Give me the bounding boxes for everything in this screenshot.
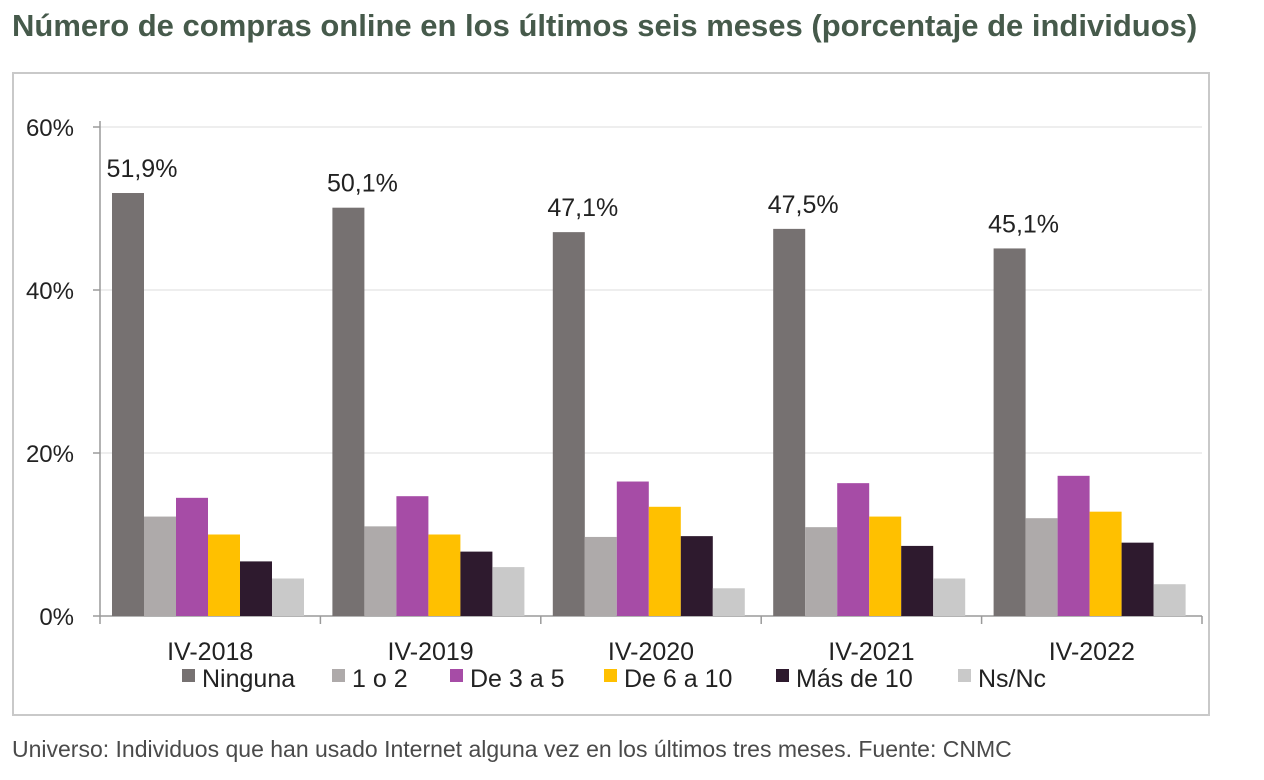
legend-label: Ns/Nc bbox=[978, 665, 1046, 693]
y-tick-label: 40% bbox=[26, 278, 74, 305]
bar bbox=[1121, 542, 1154, 616]
x-tick-label: IV-2019 bbox=[388, 638, 474, 666]
page-title: Número de compras online en los últimos … bbox=[12, 8, 1198, 43]
legend-label: Ninguna bbox=[202, 665, 295, 693]
y-tick-label: 60% bbox=[26, 115, 74, 142]
legend-swatch bbox=[958, 669, 971, 682]
legend-label: Más de 10 bbox=[796, 665, 913, 693]
legend-label: De 6 a 10 bbox=[624, 665, 732, 693]
data-label: 50,1% bbox=[327, 170, 398, 198]
bar bbox=[1057, 475, 1090, 616]
legend-swatch bbox=[604, 669, 617, 682]
bar bbox=[773, 228, 806, 616]
bar bbox=[176, 497, 208, 616]
bar bbox=[208, 534, 240, 616]
data-label: 47,1% bbox=[547, 194, 618, 222]
x-tick-label: IV-2018 bbox=[167, 638, 253, 666]
data-label: 45,1% bbox=[988, 210, 1059, 238]
bar bbox=[584, 536, 617, 616]
bar bbox=[396, 496, 429, 616]
bar bbox=[993, 248, 1026, 616]
bar bbox=[648, 506, 681, 616]
bar bbox=[1025, 518, 1058, 616]
source-footnote: Universo: Individuos que han usado Inter… bbox=[12, 736, 1012, 762]
bar bbox=[364, 526, 397, 616]
legend-swatch bbox=[332, 669, 345, 682]
bar bbox=[869, 516, 902, 616]
x-tick-label: IV-2021 bbox=[828, 638, 914, 666]
bar bbox=[805, 527, 838, 616]
bar bbox=[112, 193, 144, 616]
y-tick-label: 20% bbox=[26, 441, 74, 468]
x-tick-label: IV-2022 bbox=[1049, 638, 1135, 666]
chart-frame: 0% 20% 40% 60% IV-2018 51,9% IV-2019 50,1% IV-20… bbox=[12, 72, 1210, 716]
bar-chart: 0% 20% 40% 60% IV-2018 51,9% IV-2019 50,1% IV-20… bbox=[26, 115, 1203, 693]
bar bbox=[901, 545, 934, 616]
data-label: 51,9% bbox=[107, 155, 178, 183]
bar bbox=[616, 481, 649, 616]
bar bbox=[1089, 511, 1122, 616]
bar bbox=[680, 536, 713, 616]
legend-swatch bbox=[450, 669, 463, 682]
bar bbox=[428, 534, 461, 616]
legend-label: 1 o 2 bbox=[352, 665, 408, 693]
x-tick-label: IV-2020 bbox=[608, 638, 694, 666]
bar bbox=[272, 578, 304, 616]
bar bbox=[144, 516, 176, 616]
data-label: 47,5% bbox=[768, 191, 839, 219]
y-tick-label: 0% bbox=[39, 604, 74, 631]
bar bbox=[332, 207, 365, 616]
bar bbox=[240, 561, 272, 616]
bar bbox=[460, 551, 493, 616]
legend-swatch bbox=[182, 669, 195, 682]
legend-label: De 3 a 5 bbox=[470, 665, 565, 693]
bar bbox=[492, 567, 525, 616]
bar bbox=[552, 232, 585, 616]
legend-swatch bbox=[776, 669, 789, 682]
bar bbox=[1153, 584, 1186, 616]
bar bbox=[933, 578, 966, 616]
bar bbox=[712, 588, 745, 616]
bar bbox=[837, 483, 870, 616]
